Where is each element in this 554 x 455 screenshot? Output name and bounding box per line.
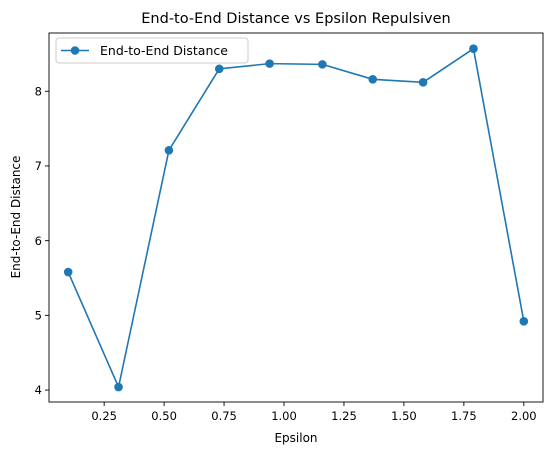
series-line [67, 47, 525, 388]
data-point [368, 75, 378, 84]
y-axis-label: End-to-End Distance [9, 156, 23, 279]
x-tick-label: 0.25 [91, 409, 117, 423]
legend-label: End-to-End Distance [100, 43, 228, 58]
legend: End-to-End Distance [55, 37, 249, 64]
data-point [519, 317, 529, 326]
x-tick-label: 2.00 [511, 409, 537, 423]
series-layer [63, 44, 529, 392]
x-tick-label: 0.50 [151, 409, 177, 423]
y-tick-label: 7 [35, 159, 42, 173]
x-tick-label: 1.25 [331, 409, 357, 423]
x-tick-label: 0.75 [211, 409, 237, 423]
y-axis-ticks: 4 5 6 7 8 [35, 84, 49, 397]
y-tick-label: 5 [35, 309, 42, 323]
data-point [114, 382, 123, 392]
data-point [265, 59, 274, 68]
data-point [214, 64, 224, 74]
legend-box [55, 37, 249, 64]
chart-title: End-to-End Distance vs Epsilon Repulsive… [141, 11, 450, 27]
x-axis-ticks: 0.25 0.50 0.75 1.00 1.25 1.50 1.75 2.00 [91, 402, 537, 423]
data-point [63, 267, 73, 277]
x-tick-label: 1.00 [271, 409, 297, 423]
data-point [164, 145, 174, 155]
data-point [469, 44, 478, 53]
legend-marker [70, 46, 80, 55]
x-tick-label: 1.75 [451, 409, 477, 423]
data-point [418, 77, 428, 87]
x-tick-label: 1.50 [391, 409, 417, 423]
y-tick-label: 6 [35, 234, 42, 248]
data-point [318, 60, 327, 69]
y-tick-label: 8 [35, 84, 42, 98]
plot-frame [48, 32, 544, 403]
x-axis-label: Epsilon [274, 431, 317, 445]
y-tick-label: 4 [35, 383, 42, 397]
plot-area [48, 32, 544, 403]
